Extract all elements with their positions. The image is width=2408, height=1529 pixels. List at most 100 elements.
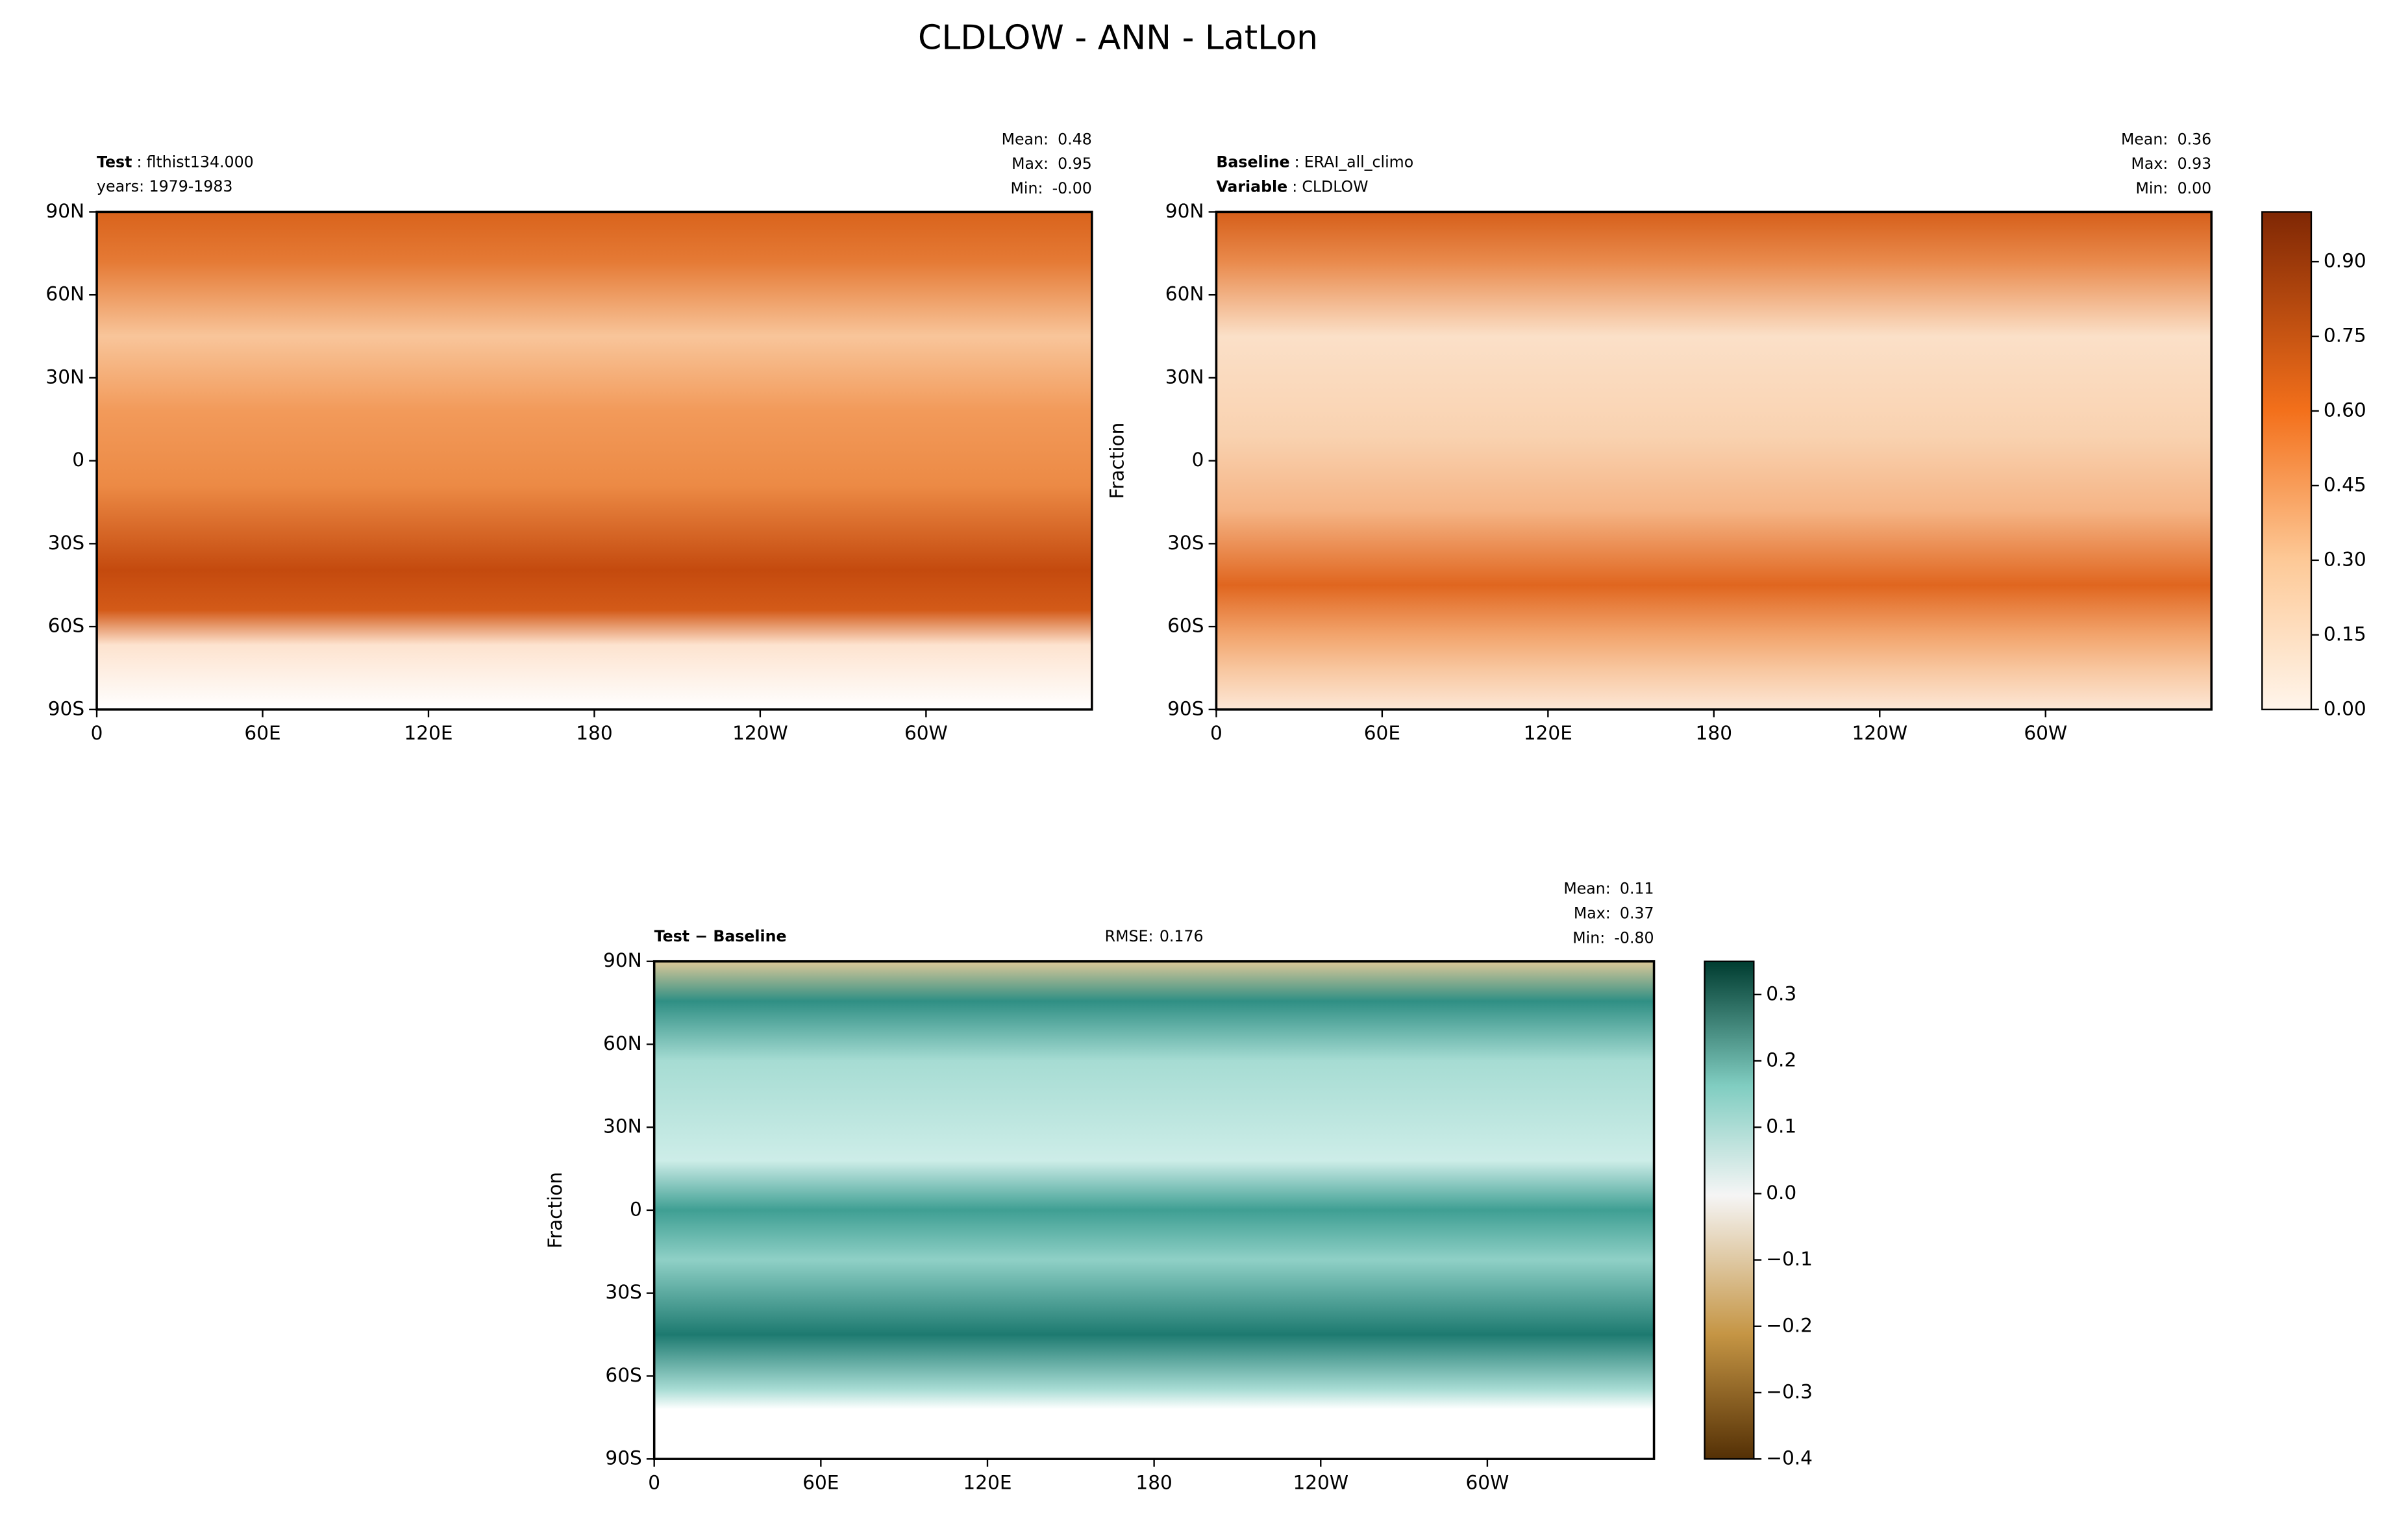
y-tick-label: 90N	[1165, 200, 1204, 222]
stat-value: 0.37	[1620, 904, 1654, 922]
stat-value: -0.00	[1052, 179, 1092, 197]
stat-name: Mean:	[1002, 130, 1049, 148]
label-sep: :	[1292, 177, 1297, 195]
label-sep: :	[1295, 153, 1300, 171]
stat-value: 0.48	[1058, 130, 1092, 148]
label-value: CLDLOW	[1302, 177, 1368, 195]
y-tick-label: 30N	[1165, 366, 1204, 388]
colorbar-tick-label: 0.2	[1766, 1049, 1796, 1071]
stat: Max: 0.93	[2131, 155, 2212, 173]
colorbar-tick-label: 0.45	[2324, 473, 2366, 495]
x-tick-label: 180	[1696, 722, 1732, 744]
stat-name: Min:	[1011, 179, 1043, 197]
x-tick-label: 120W	[1293, 1471, 1348, 1493]
y-tick-label: 30N	[45, 366, 84, 388]
stat: Mean: 0.48	[1002, 130, 1092, 148]
label-name: Variable	[1216, 177, 1287, 195]
rmse: RMSE: 0.176	[1105, 926, 1204, 945]
stat-name: Min:	[1572, 928, 1605, 947]
stat-value: 0.93	[2178, 155, 2212, 173]
y-tick-label: 60N	[45, 283, 84, 305]
y-tick-label: 90S	[1167, 697, 1204, 719]
label-name: Test − Baseline	[654, 926, 787, 945]
colorbar	[1704, 960, 1755, 1460]
label-name: Test	[97, 153, 132, 171]
stat-name: Mean:	[1563, 879, 1610, 897]
x-tick-label: 180	[1136, 1471, 1172, 1493]
label-name: Baseline	[1216, 153, 1289, 171]
colorbar	[2261, 211, 2313, 711]
stat: Min: -0.80	[1572, 928, 1654, 947]
colorbar-tick-label: −0.1	[1766, 1248, 1813, 1270]
panel-label: Baseline: ERAI_all_climo	[1216, 153, 1413, 171]
stat-value: 0.11	[1620, 879, 1654, 897]
colorbar-tick-label: 0.60	[2324, 399, 2366, 421]
stat-name: Max:	[1574, 904, 1611, 922]
stat-value: 0.36	[2178, 130, 2212, 148]
map-field	[1216, 212, 2212, 710]
colorbar-tick-label: 0.3	[1766, 982, 1796, 1004]
colorbar-tick-label: 0.1	[1766, 1115, 1796, 1137]
y-tick-label: 60S	[605, 1364, 641, 1386]
panel-note: years: 1979-1983	[97, 177, 232, 195]
stat-value: 0.00	[2178, 179, 2212, 197]
y-axis-label: Fraction	[1106, 423, 1128, 499]
x-tick-label: 0	[1210, 722, 1223, 744]
stat-value: -0.80	[1614, 928, 1654, 947]
stat: Max: 0.37	[1574, 904, 1654, 922]
y-tick-label: 90S	[605, 1447, 641, 1469]
label-sep: :	[137, 153, 142, 171]
colorbar-tick-label: 0.0	[1766, 1182, 1796, 1204]
y-tick-label: 30S	[1167, 532, 1204, 554]
stat: Max: 0.95	[1012, 155, 1092, 173]
x-tick-label: 120E	[1524, 722, 1572, 744]
colorbar-tick-label: −0.4	[1766, 1447, 1813, 1469]
stat-value: 0.95	[1058, 155, 1092, 173]
x-tick-label: 180	[576, 722, 612, 744]
stat: Min: 0.00	[2135, 179, 2211, 197]
x-tick-label: 60E	[244, 722, 280, 744]
stat-name: Mean:	[2121, 130, 2168, 148]
y-tick-label: 60N	[1165, 283, 1204, 305]
stat: Min: -0.00	[1011, 179, 1092, 197]
stat-name: Max:	[2131, 155, 2168, 173]
x-tick-label: 60W	[2024, 722, 2067, 744]
colorbar-tick-label: 0.15	[2324, 623, 2366, 645]
x-tick-label: 60W	[904, 722, 948, 744]
stat-name: Min:	[2135, 179, 2168, 197]
colorbar-tick-label: 0.90	[2324, 250, 2366, 272]
x-tick-label: 120W	[732, 722, 788, 744]
y-tick-label: 60S	[48, 615, 84, 637]
x-tick-label: 60W	[1466, 1471, 1509, 1493]
x-tick-label: 0	[648, 1471, 660, 1493]
y-axis-label: Fraction	[544, 1172, 566, 1249]
y-tick-label: 90N	[603, 949, 642, 971]
stat: Mean: 0.36	[2121, 130, 2211, 148]
y-tick-label: 60N	[603, 1032, 642, 1054]
x-tick-label: 60E	[1364, 722, 1400, 744]
y-tick-label: 0	[1192, 449, 1204, 471]
map-field	[654, 961, 1654, 1460]
figure-title: CLDLOW - ANN - LatLon	[918, 19, 1318, 58]
x-tick-label: 120E	[963, 1471, 1012, 1493]
colorbar-tick-label: 0.00	[2324, 697, 2366, 719]
panel-label: Test: flthist134.000	[97, 153, 254, 171]
y-tick-label: 90N	[45, 200, 84, 222]
label-value: flthist134.000	[147, 153, 254, 171]
colorbar-tick-label: −0.3	[1766, 1380, 1813, 1402]
map-field	[97, 212, 1092, 710]
y-tick-label: 30S	[605, 1281, 641, 1303]
colorbar-tick-label: 0.30	[2324, 548, 2366, 570]
x-tick-label: 60E	[802, 1471, 839, 1493]
y-tick-label: 0	[630, 1198, 642, 1220]
colorbar-tick-label: −0.2	[1766, 1314, 1813, 1336]
y-tick-label: 60S	[1167, 615, 1204, 637]
rmse-value: 0.176	[1160, 926, 1204, 945]
colorbar-tick-label: 0.75	[2324, 325, 2366, 347]
panel-label: Test − Baseline	[654, 926, 787, 945]
label-value: ERAI_all_climo	[1304, 153, 1413, 171]
x-tick-label: 120W	[1852, 722, 1907, 744]
y-tick-label: 90S	[48, 697, 84, 719]
